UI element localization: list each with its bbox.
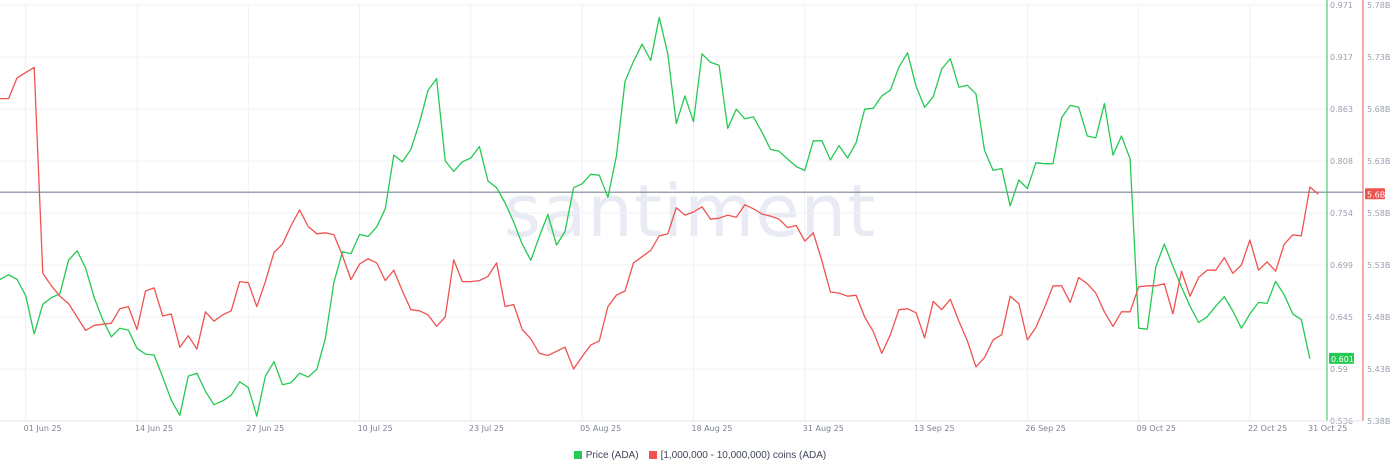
y-left-tick-label: 0.917 <box>1330 53 1353 62</box>
y-right-tick-label: 5.43B <box>1367 365 1390 374</box>
x-tick-label: 31 Aug 25 <box>803 424 844 433</box>
y-left-tick-label: 0.59 <box>1330 365 1348 374</box>
x-tick-label: 22 Oct 25 <box>1248 424 1287 433</box>
y-right-tick-label: 5.68B <box>1367 105 1390 114</box>
y-left-tick-label: 0.971 <box>1330 1 1353 10</box>
y-left-tick-label: 0.699 <box>1330 261 1353 270</box>
x-tick-label: 26 Sep 25 <box>1025 424 1066 433</box>
x-tick-label: 14 Jun 25 <box>135 424 173 433</box>
holders-last-value-badge <box>1365 188 1385 200</box>
y-right-tick-label: 5.73B <box>1367 53 1390 62</box>
y-right-tick-label: 5.78B <box>1367 1 1390 10</box>
y-left-tick-label: 0.863 <box>1330 105 1353 114</box>
legend-swatch-price <box>573 451 582 459</box>
line-chart: santiment 0.971 5.78B 0.917 5.73B 0.863 5.68B… <box>0 0 1390 433</box>
badges-group: 0.601 5.6B <box>1329 188 1385 364</box>
legend-swatch-holders <box>648 451 657 459</box>
y-right-tick-label: 5.38B <box>1367 417 1390 426</box>
axes-group: 0.971 5.78B 0.917 5.73B 0.863 5.68B 0.808 5.63B… <box>0 0 1390 433</box>
x-tick-label: 09 Oct 25 <box>1137 424 1176 433</box>
x-tick-label: 10 Jul 25 <box>358 424 393 433</box>
x-tick-label: 23 Jul 25 <box>469 424 504 433</box>
legend-label-price: Price (ADA) <box>585 449 639 461</box>
y-left-tick-label: 0.645 <box>1330 313 1353 322</box>
y-right-tick-label: 5.58B <box>1367 209 1390 218</box>
y-right-tick-label: 5.48B <box>1367 313 1390 322</box>
watermark: santiment <box>504 169 877 253</box>
grid-lines <box>0 4 1328 422</box>
x-tick-label: 18 Aug 25 <box>691 424 732 433</box>
series-group <box>0 16 1319 417</box>
legend-item-holders[interactable]: [1,000,000 - 10,000,000) coins (ADA) <box>648 449 827 461</box>
price-last-value-text: 0.601 <box>1331 355 1354 364</box>
x-tick-label: 27 Jun 25 <box>246 424 284 433</box>
x-tick-label: 01 Jun 25 <box>24 424 62 433</box>
y-right-tick-label: 5.53B <box>1367 261 1390 270</box>
price-last-value-badge <box>1329 352 1354 364</box>
price-series-line <box>0 16 1311 417</box>
x-tick-label: 05 Aug 25 <box>580 424 621 433</box>
legend-item-price[interactable]: Price (ADA) <box>573 449 639 461</box>
legend-label-holders: [1,000,000 - 10,000,000) coins (ADA) <box>660 449 827 461</box>
x-tick-label: 31 Oct 25 <box>1308 424 1347 433</box>
legend: Price (ADA) [1,000,000 - 10,000,000) coi… <box>0 446 1400 464</box>
y-left-tick-label: 0.808 <box>1330 157 1353 166</box>
x-tick-label: 13 Sep 25 <box>914 424 955 433</box>
holders-last-value-text: 5.6B <box>1367 190 1385 199</box>
y-left-tick-label: 0.754 <box>1330 209 1353 218</box>
holders-series-line <box>0 66 1319 370</box>
y-right-tick-label: 5.63B <box>1367 157 1390 166</box>
